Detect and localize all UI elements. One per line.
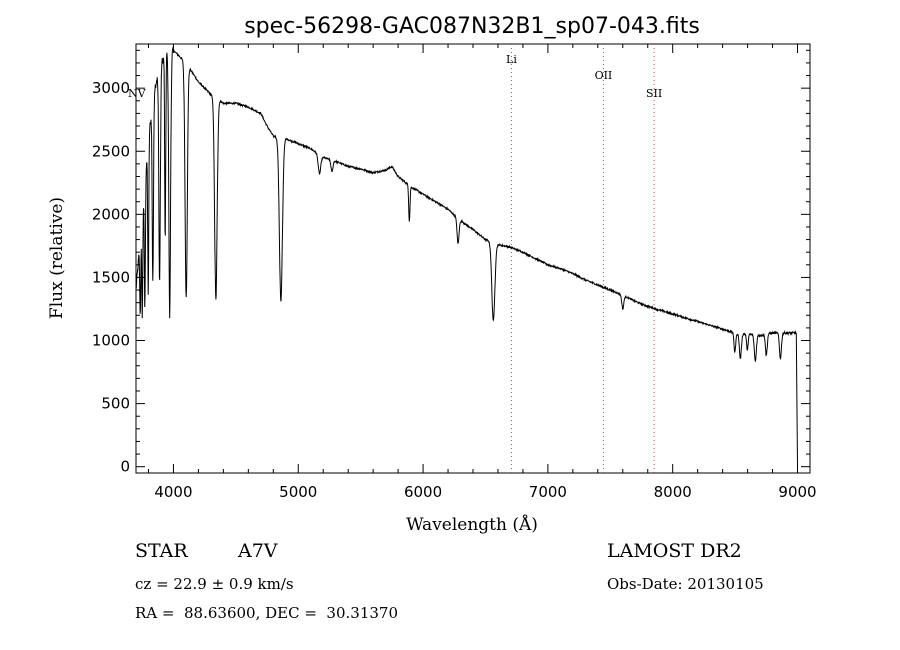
survey-name: LAMOST DR2 [607, 540, 742, 562]
object-class: STAR [135, 540, 188, 562]
y-axis: 0 500 1000 1500 2000 2500 3000 [92, 49, 810, 476]
x-tick-label: 6000 [404, 483, 442, 501]
y-tick-label: 2000 [92, 205, 130, 223]
y-tick-label: 500 [101, 395, 130, 413]
y-tick-label: 2500 [92, 142, 130, 160]
x-tick-label: 8000 [654, 483, 692, 501]
x-tick-label: 9000 [778, 483, 816, 501]
x-tick-label: 7000 [529, 483, 567, 501]
line-marker-label: NV [128, 87, 147, 100]
line-marker-label: SII [646, 87, 662, 100]
y-tick-label: 3000 [92, 79, 130, 97]
spectrum-line [135, 46, 798, 467]
obs-date: Obs-Date: 20130105 [607, 575, 764, 593]
line-marker-label: OII [595, 69, 613, 82]
spectral-subclass: A7V [238, 540, 278, 562]
x-tick-label: 4000 [154, 483, 192, 501]
redshift-value: cz = 22.9 ± 0.9 km/s [135, 575, 294, 593]
y-tick-label: 1500 [92, 268, 130, 286]
x-axis-label: Wavelength (Å) [406, 514, 538, 535]
y-tick-label: 1000 [92, 332, 130, 350]
line-marker-label: Li [506, 53, 517, 66]
x-tick-label: 5000 [279, 483, 317, 501]
coordinates: RA = 88.63600, DEC = 30.31370 [135, 604, 399, 622]
plot-frame [135, 43, 811, 474]
x-axis: 4000 5000 6000 7000 8000 9000 [147, 44, 817, 501]
y-tick-label: 0 [120, 458, 130, 476]
line-markers: NV Li OII SII [128, 44, 662, 473]
chart-title: spec-56298-GAC087N32B1_sp07-043.fits [244, 14, 700, 39]
y-axis-label: Flux (relative) [47, 197, 67, 319]
